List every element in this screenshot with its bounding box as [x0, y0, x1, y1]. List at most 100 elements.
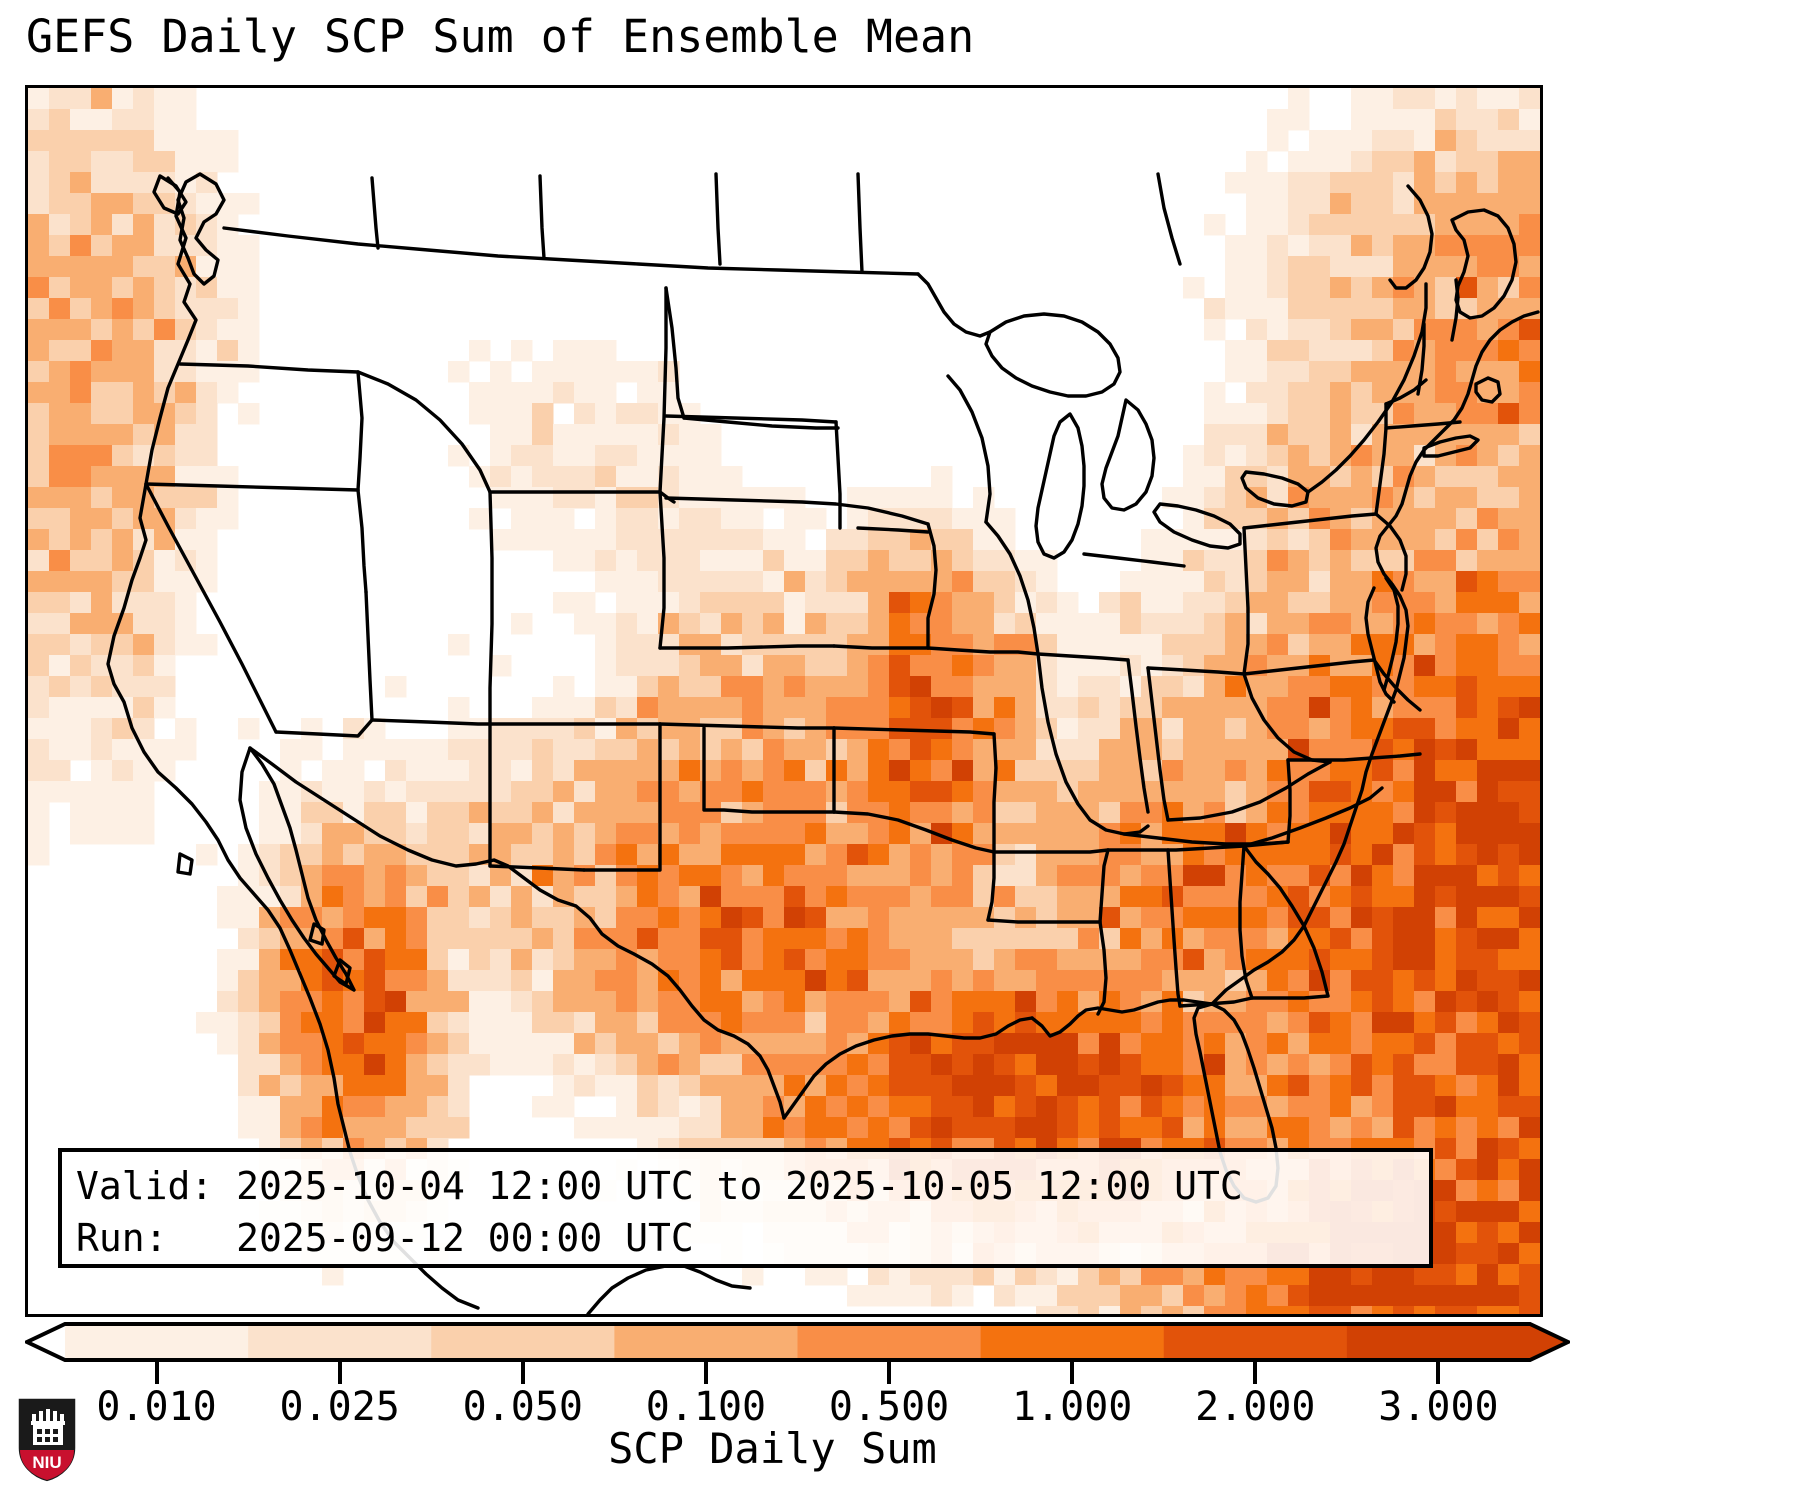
scp-grid-cell [1456, 1243, 1478, 1265]
scp-grid-cell [448, 718, 470, 740]
scp-grid-cell [595, 550, 617, 572]
state-border-nh-me [1450, 278, 1460, 342]
scp-grid-cell [1267, 1054, 1289, 1076]
scp-grid-cell [1246, 1117, 1268, 1139]
map-panel[interactable] [25, 85, 1543, 1317]
scp-grid-cell [112, 88, 134, 110]
scp-grid-cell [721, 760, 743, 782]
scp-grid-cell [658, 403, 680, 425]
scp-grid-cell [154, 319, 176, 341]
scp-grid-cell [490, 865, 512, 887]
scp-grid-cell [196, 424, 218, 446]
scp-grid-cell [175, 445, 197, 467]
scp-grid-cell [1393, 907, 1415, 929]
scp-grid-cell [1057, 907, 1079, 929]
scp-grid-cell [490, 949, 512, 971]
scp-grid-cell [1435, 928, 1457, 950]
scp-grid-cell [826, 928, 848, 950]
scp-grid-cell [1246, 802, 1268, 824]
scp-grid-cell [868, 1054, 890, 1076]
scp-grid-cell [1162, 676, 1184, 698]
scp-grid-cell [847, 760, 869, 782]
scp-grid-cell [217, 907, 239, 929]
scp-grid-cell [1351, 823, 1373, 845]
scp-grid-cell [1120, 865, 1142, 887]
scp-grid-cell [217, 508, 239, 530]
scp-grid-cell [1330, 298, 1352, 320]
scp-grid-cell [889, 1033, 911, 1055]
scp-grid-cell [1414, 760, 1436, 782]
scp-grid-cell [952, 1075, 974, 1097]
scp-grid-cell [553, 445, 575, 467]
scp-grid-cell [1456, 739, 1478, 761]
scp-grid-cell [133, 235, 155, 257]
scp-grid-cell [1015, 1096, 1037, 1118]
scp-grid-cell [1351, 697, 1373, 719]
scp-grid-cell [826, 991, 848, 1013]
scp-grid-cell [1309, 1012, 1331, 1034]
scp-grid-cell [1036, 1096, 1058, 1118]
scp-grid-cell [1498, 382, 1520, 404]
scp-grid-cell [91, 424, 113, 446]
scp-grid-cell [1036, 1117, 1058, 1139]
scp-grid-cell [826, 781, 848, 803]
scp-grid-cell [1267, 844, 1289, 866]
scp-grid-cell [28, 739, 50, 761]
scp-grid-cell [1204, 949, 1226, 971]
scp-grid-cell [553, 823, 575, 845]
scp-grid-cell [1477, 634, 1499, 656]
scp-grid-cell [301, 1054, 323, 1076]
scp-grid-cell [1351, 151, 1373, 173]
scp-grid-cell [595, 382, 617, 404]
scp-grid-cell [973, 1096, 995, 1118]
scp-grid-cell [511, 844, 533, 866]
scp-grid-cell [637, 529, 659, 551]
scp-grid-cell [70, 109, 92, 131]
scp-grid-cell [238, 1117, 260, 1139]
scp-grid-cell [322, 970, 344, 992]
scp-grid-cell [196, 298, 218, 320]
scp-grid-cell [910, 634, 932, 656]
scp-grid-cell [91, 235, 113, 257]
scp-grid-cell [196, 319, 218, 341]
scp-grid-cell [637, 739, 659, 761]
map-canvas[interactable] [28, 88, 1540, 1314]
scp-grid-cell [1141, 970, 1163, 992]
scp-grid-cell [1099, 1306, 1121, 1314]
scp-grid-cell [511, 424, 533, 446]
scp-grid-cell [490, 424, 512, 446]
colorbar-svg[interactable] [25, 1322, 1570, 1362]
scp-grid-cell [1078, 1306, 1100, 1314]
scp-grid-cell [1099, 949, 1121, 971]
us-mexico-border [248, 746, 786, 1120]
scp-grid-cell [910, 1117, 932, 1139]
scp-grid-cell [742, 844, 764, 866]
niu-logo[interactable]: NIU [16, 1396, 78, 1484]
scp-grid-cell [49, 781, 71, 803]
scp-grid-cell [343, 844, 365, 866]
scp-grid-cell [1246, 235, 1268, 257]
scp-grid-cell [28, 550, 50, 572]
scp-grid-cell [826, 970, 848, 992]
scp-grid-cell [280, 781, 302, 803]
scp-grid-cell [1057, 991, 1079, 1013]
state-border-nm-tx [582, 722, 662, 872]
scp-grid-cell [1477, 592, 1499, 614]
scp-grid-cell [616, 802, 638, 824]
scp-grid-cell [931, 928, 953, 950]
scp-grid-cell [91, 550, 113, 572]
scp-grid-cell [595, 823, 617, 845]
scp-grid-cell [1498, 1117, 1520, 1139]
colorbar[interactable] [25, 1322, 1570, 1362]
scp-grid-cell [784, 655, 806, 677]
scp-grid-cell [994, 1033, 1016, 1055]
scp-grid-cell [1372, 1285, 1394, 1307]
scp-grid-cell [574, 739, 596, 761]
scp-grid-cell [532, 907, 554, 929]
scp-grid-cell [1351, 571, 1373, 593]
scp-grid-cell [1309, 466, 1331, 488]
scp-grid-cell [1519, 865, 1540, 887]
scp-grid-cell [658, 571, 680, 593]
scp-grid-cell [700, 865, 722, 887]
scp-grid-cell [448, 634, 470, 656]
